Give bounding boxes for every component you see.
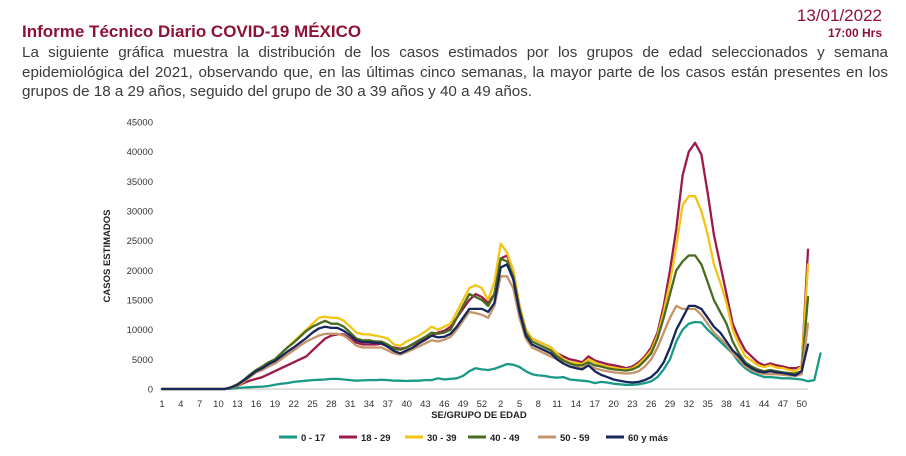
- x-tick-label: 47: [778, 399, 789, 410]
- report-time: 17:00 Hrs: [827, 26, 882, 40]
- y-tick-label: 35000: [127, 177, 153, 188]
- x-tick-label: 41: [740, 399, 751, 410]
- y-tick-label: 10000: [127, 325, 153, 336]
- x-tick-label: 29: [665, 399, 676, 410]
- y-axis: 0 5000 10000 15000 20000 25000 30000 35000 40000…: [127, 118, 153, 396]
- legend-label: 40 - 49: [490, 433, 520, 444]
- series-line-4: [160, 254, 810, 391]
- x-tick-label: 46: [439, 399, 450, 410]
- x-tick-label: 43: [420, 399, 431, 410]
- x-tick-label: 25: [307, 399, 318, 410]
- x-tick-label: 40: [401, 399, 412, 410]
- x-tick-label: 34: [364, 399, 375, 410]
- y-tick-label: 5000: [132, 355, 153, 366]
- y-tick-label: 20000: [127, 266, 153, 277]
- report-title: Informe Técnico Diario COVID-19 MÉXICO: [22, 22, 362, 41]
- report-date: 13/01/2022: [796, 6, 882, 25]
- x-tick-label: 14: [571, 399, 582, 410]
- x-tick-label: 2: [498, 399, 503, 410]
- x-tick-label: 4: [178, 399, 183, 410]
- legend-label: 60 y más: [628, 433, 668, 444]
- x-tick-label: 5: [517, 399, 522, 410]
- x-tick-label: 37: [382, 399, 393, 410]
- series-line-1: [160, 320, 822, 391]
- x-tick-label: 32: [684, 399, 695, 410]
- x-tick-label: 35: [702, 399, 713, 410]
- x-tick-label: 28: [326, 399, 337, 410]
- legend-label: 50 - 59: [560, 433, 590, 444]
- y-tick-label: 25000: [127, 236, 153, 247]
- legend: 0 - 17 18 - 29 30 - 39 40 - 49 50 - 59 60 y m…: [279, 433, 668, 444]
- x-tick-label: 38: [721, 399, 732, 410]
- x-tick-label: 11: [552, 399, 562, 410]
- x-tick-label: 13: [232, 399, 243, 410]
- y-tick-label: 30000: [127, 207, 153, 218]
- legend-label: 18 - 29: [361, 433, 391, 444]
- report-description: La siguiente gráfica muestra la distribu…: [22, 44, 888, 100]
- x-tick-label: 19: [270, 399, 281, 410]
- x-tick-label: 52: [477, 399, 488, 410]
- y-tick-label: 45000: [127, 118, 153, 129]
- x-tick-label: 1: [159, 399, 164, 410]
- y-tick-label: 0: [148, 385, 153, 396]
- x-tick-label: 16: [251, 399, 262, 410]
- x-tick-label: 23: [627, 399, 638, 410]
- legend-label: 30 - 39: [427, 433, 457, 444]
- x-tick-label: 10: [213, 399, 224, 410]
- x-tick-label: 26: [646, 399, 657, 410]
- series-line-2: [160, 141, 810, 391]
- y-tick-label: 40000: [127, 147, 153, 158]
- x-tick-label: 44: [759, 399, 770, 410]
- y-tick-label: 15000: [127, 296, 153, 307]
- series-lines: [160, 141, 822, 391]
- x-axis: 1 4 7 10 13 16 19 22 25 28 31 34 37 40 43 46 49 52 2 5 8 11 14…: [159, 388, 808, 410]
- series-line-6: [160, 263, 810, 391]
- y-axis-label: CASOS ESTIMADOS: [102, 210, 113, 303]
- x-tick-label: 22: [288, 399, 299, 410]
- series-line-5: [160, 275, 810, 391]
- x-tick-label: 17: [589, 399, 600, 410]
- x-tick-label: 20: [608, 399, 619, 410]
- legend-label: 0 - 17: [301, 433, 325, 444]
- x-tick-label: 31: [345, 399, 356, 410]
- x-axis-label: SE/GRUPO DE EDAD: [431, 410, 527, 421]
- x-tick-label: 50: [796, 399, 807, 410]
- x-tick-label: 7: [197, 399, 202, 410]
- x-tick-label: 49: [458, 399, 469, 410]
- x-tick-label: 8: [536, 399, 541, 410]
